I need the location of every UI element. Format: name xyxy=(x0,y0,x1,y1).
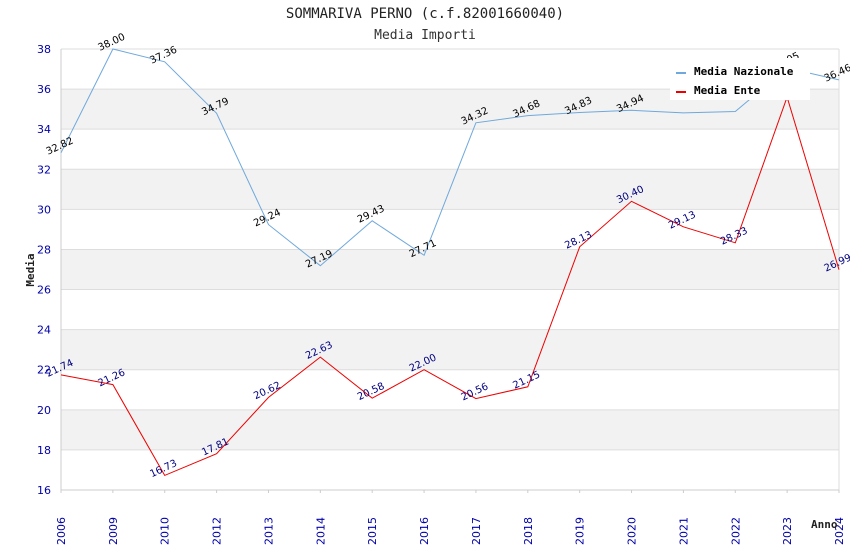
x-tick-label: 2018 xyxy=(522,517,535,545)
data-label-ente: 21.26 xyxy=(97,367,128,389)
y-tick-label: 34 xyxy=(37,123,51,136)
data-label-ente: 20.56 xyxy=(460,381,491,403)
data-label-ente: 20.58 xyxy=(356,381,387,403)
legend-box xyxy=(670,58,810,100)
x-tick-label: 2009 xyxy=(107,517,120,545)
series-line-ente xyxy=(60,95,840,477)
x-axis-label: Anno xyxy=(811,518,838,531)
data-label-ente: 16.73 xyxy=(148,458,179,480)
data-label-nazionale: 37.36 xyxy=(148,45,179,67)
chart-title: SOMMARIVA PERNO (c.f.82001660040) xyxy=(286,6,564,22)
grid-lines xyxy=(61,48,839,491)
x-tick-label: 2016 xyxy=(418,517,431,545)
y-tick-label: 20 xyxy=(37,404,51,417)
data-label-nazionale: 32.82 xyxy=(45,136,76,158)
data-label-ente: 29.13 xyxy=(667,210,698,232)
grid-band xyxy=(61,409,839,450)
x-tick-label: 2006 xyxy=(55,517,68,545)
y-tick-label: 30 xyxy=(37,203,51,216)
legend-label-nazionale: Media Nazionale xyxy=(694,65,794,78)
y-tick-label: 24 xyxy=(37,324,51,337)
x-tick-label: 2012 xyxy=(211,517,224,545)
y-tick-label: 38 xyxy=(37,43,51,56)
y-tick-label: 36 xyxy=(37,83,51,96)
x-tick-label: 2022 xyxy=(729,517,742,545)
y-tick-label: 22 xyxy=(37,364,51,377)
data-label-ente: 28.33 xyxy=(719,226,750,248)
x-tick-label: 2021 xyxy=(677,517,690,545)
data-label-nazionale: 29.24 xyxy=(252,207,283,229)
x-tick-label: 2023 xyxy=(781,517,794,545)
x-tick-label: 2013 xyxy=(262,517,275,545)
x-tick-labels: 2006 2009 2010 2012 2013 2014 2015 2016 2017 2018… xyxy=(55,517,846,545)
series-line-nazionale xyxy=(60,48,840,267)
x-tick-label: 2010 xyxy=(159,517,172,545)
data-label-ente: 21.15 xyxy=(511,369,542,391)
data-label-nazionale: 36.46 xyxy=(823,63,850,85)
y-tick-label: 18 xyxy=(37,444,51,457)
legend-label-ente: Media Ente xyxy=(694,84,761,97)
y-tick-label: 32 xyxy=(37,163,51,176)
x-tick-label: 2024 xyxy=(833,517,846,545)
y-axis-label: Media xyxy=(24,253,37,286)
legend: Media Nazionale Media Ente xyxy=(670,58,810,100)
x-tick-label: 2014 xyxy=(314,517,327,545)
chart-subtitle: Media Importi xyxy=(374,28,476,43)
y-tick-label: 28 xyxy=(37,243,51,256)
x-tick-label: 2020 xyxy=(626,517,639,545)
y-tick-label: 16 xyxy=(37,484,51,497)
y-tick-label: 26 xyxy=(37,284,51,297)
grid-band xyxy=(61,329,839,370)
grid-bands xyxy=(61,89,839,450)
y-tick-labels: 16 18 20 22 24 26 28 30 32 34 36 38 xyxy=(37,43,51,497)
x-tick-label: 2015 xyxy=(366,517,379,545)
x-tick-label: 2017 xyxy=(470,517,483,545)
grid-band xyxy=(61,249,839,290)
x-tick-label: 2019 xyxy=(574,517,587,545)
series-lines xyxy=(60,48,840,477)
